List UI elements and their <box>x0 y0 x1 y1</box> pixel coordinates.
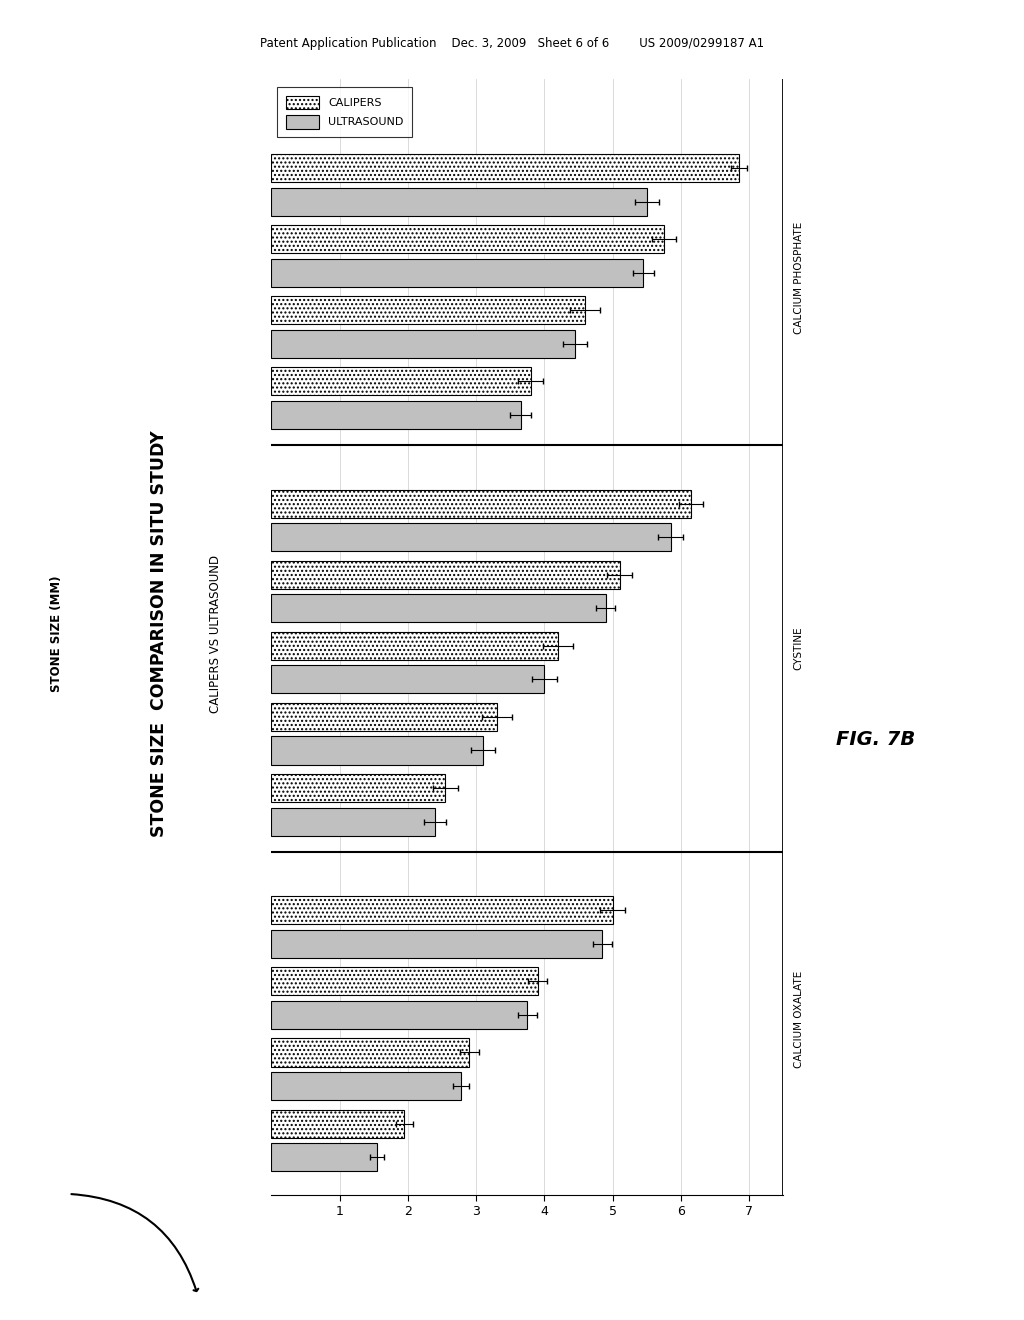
Text: CALCIUM OXALATE: CALCIUM OXALATE <box>794 972 804 1068</box>
Bar <box>271 737 483 764</box>
Bar <box>271 1143 377 1171</box>
Bar <box>271 1001 527 1030</box>
Bar <box>271 968 538 995</box>
Bar <box>271 259 643 286</box>
Text: STONE SIZE  COMPARISON IN SITU STUDY: STONE SIZE COMPARISON IN SITU STUDY <box>150 430 168 837</box>
Bar <box>271 330 575 358</box>
Bar <box>271 808 435 836</box>
Bar <box>271 774 445 803</box>
Bar <box>271 594 606 623</box>
Bar <box>271 1110 404 1138</box>
Text: CALCIUM PHOSPHATE: CALCIUM PHOSPHATE <box>794 222 804 334</box>
Bar <box>271 896 612 924</box>
Text: CALIPERS VS ULTRASOUND: CALIPERS VS ULTRASOUND <box>209 554 221 713</box>
Bar <box>271 490 691 517</box>
Bar <box>271 401 520 429</box>
Legend: CALIPERS, ULTRASOUND: CALIPERS, ULTRASOUND <box>276 87 413 137</box>
Bar <box>271 665 545 693</box>
Bar <box>271 187 647 215</box>
FancyArrowPatch shape <box>72 1195 199 1291</box>
Bar <box>271 561 620 589</box>
Bar <box>271 224 664 253</box>
Text: CYSTINE: CYSTINE <box>794 627 804 671</box>
Text: STONE SIZE (MM): STONE SIZE (MM) <box>50 576 62 692</box>
Bar <box>271 523 671 552</box>
Bar <box>271 154 739 182</box>
Text: Patent Application Publication    Dec. 3, 2009   Sheet 6 of 6        US 2009/029: Patent Application Publication Dec. 3, 2… <box>260 37 764 50</box>
Bar <box>271 367 530 395</box>
Bar <box>271 296 586 325</box>
Bar <box>271 1072 461 1100</box>
Bar <box>271 702 497 731</box>
Text: FIG. 7B: FIG. 7B <box>836 730 915 748</box>
Bar <box>271 632 558 660</box>
Bar <box>271 931 602 958</box>
Bar <box>271 1039 469 1067</box>
